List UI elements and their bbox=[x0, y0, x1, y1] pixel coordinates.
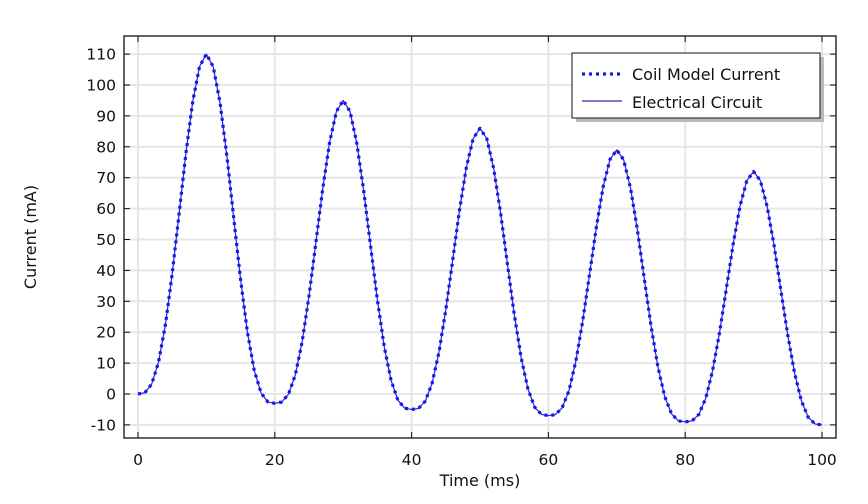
legend-label-electrical-circuit: Electrical Circuit bbox=[632, 93, 762, 112]
legend: Coil Model Current Electrical Circuit bbox=[571, 52, 824, 122]
y-tick-label: 0 bbox=[106, 386, 116, 404]
x-tick-label: 20 bbox=[265, 451, 285, 469]
y-tick-label: 30 bbox=[96, 293, 116, 311]
legend-label-coil-model-current: Coil Model Current bbox=[632, 65, 780, 84]
legend-box bbox=[571, 52, 821, 119]
y-tick-label: 10 bbox=[96, 355, 116, 373]
x-axis-label: Time (ms) bbox=[439, 471, 521, 490]
x-tick-label: 80 bbox=[675, 451, 695, 469]
y-tick-label: 80 bbox=[96, 138, 116, 156]
x-tick-label: 40 bbox=[402, 451, 422, 469]
plot-frame bbox=[123, 35, 837, 439]
y-tick-label: 90 bbox=[96, 107, 116, 125]
y-tick-label: 100 bbox=[86, 77, 116, 95]
ticks: -10 0 10 20 30 40 50 60 70 80 90 100 110 0 20 40 60 80 100 bbox=[86, 36, 837, 469]
y-tick-label: 110 bbox=[86, 46, 116, 64]
x-tick-label: 60 bbox=[539, 451, 559, 469]
series-line-coil-model-current bbox=[137, 52, 823, 427]
y-axis-label: Current (mA) bbox=[21, 185, 40, 289]
y-tick-label: 50 bbox=[96, 231, 116, 249]
y-tick-label: 60 bbox=[96, 200, 116, 218]
y-tick-label: 40 bbox=[96, 262, 116, 280]
y-tick-label: -10 bbox=[91, 416, 116, 434]
y-tick-label: 70 bbox=[96, 169, 116, 187]
series-group bbox=[137, 52, 823, 427]
x-tick-label: 100 bbox=[807, 451, 837, 469]
x-tick-label: 0 bbox=[133, 451, 143, 469]
y-tick-label: 20 bbox=[96, 324, 116, 342]
